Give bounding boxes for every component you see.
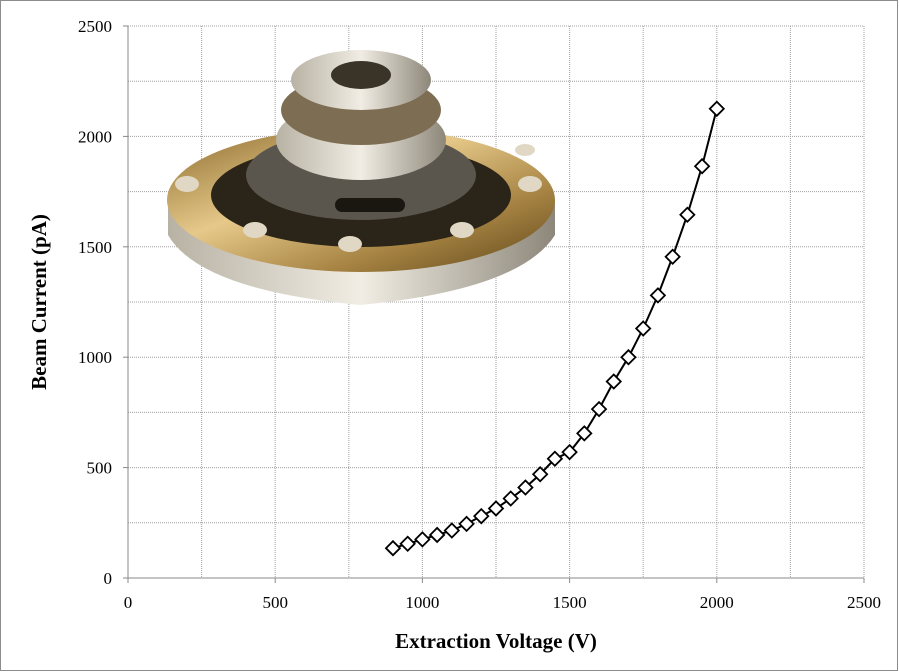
- chart: 0 500 1000 1500 2000 2500 0 500 1000 1500 2000 2500…: [0, 0, 899, 672]
- y-tick-label: 0: [104, 569, 113, 588]
- x-tick-label: 1000: [405, 593, 439, 612]
- x-tick-label: 2500: [847, 593, 881, 612]
- y-tick-label: 1000: [78, 348, 112, 367]
- y-axis-title: Beam Current (pA): [27, 214, 51, 390]
- y-tick-label: 1500: [78, 238, 112, 257]
- x-tick-label: 1500: [553, 593, 587, 612]
- x-axis-title: Extraction Voltage (V): [395, 629, 597, 653]
- x-tick-label: 500: [262, 593, 288, 612]
- y-tick-label: 2500: [78, 17, 112, 36]
- y-tick-label: 2000: [78, 127, 112, 146]
- x-tick-label: 2000: [700, 593, 734, 612]
- x-tick-label: 0: [124, 593, 133, 612]
- frame: [1, 1, 898, 671]
- y-tick-label: 500: [87, 459, 113, 478]
